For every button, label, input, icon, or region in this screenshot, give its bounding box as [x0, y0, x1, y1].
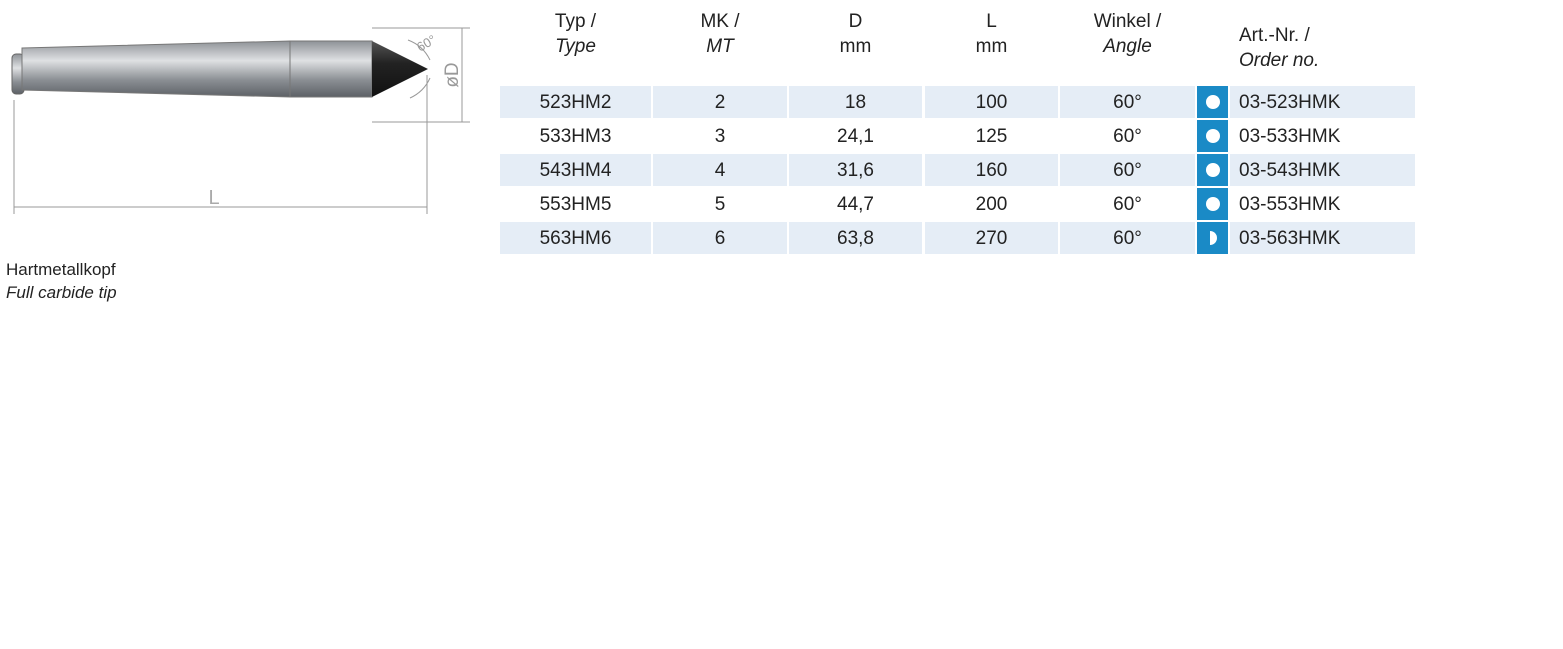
length-label: L	[208, 187, 219, 209]
header-text: mm	[840, 36, 872, 57]
cell-text: 3	[715, 126, 726, 147]
cell-text: 31,6	[837, 160, 874, 181]
header-text: Typ /	[555, 11, 597, 32]
availability-icon	[1206, 197, 1220, 211]
cell-bg	[500, 154, 651, 186]
header-text: MK /	[700, 11, 740, 32]
cell-bg	[1060, 154, 1195, 186]
cell-bg	[500, 222, 651, 254]
cell-text: 60°	[1113, 160, 1142, 181]
cell-bg	[653, 222, 787, 254]
header-text: Art.-Nr. /	[1239, 25, 1310, 46]
cell-text: 60°	[1113, 92, 1142, 113]
cell-text: 4	[715, 160, 726, 181]
header-text: mm	[976, 36, 1008, 57]
cell-text: 44,7	[837, 194, 874, 215]
header-text: MT	[706, 36, 735, 57]
cell-bg	[1060, 188, 1195, 220]
availability-icon	[1210, 231, 1217, 245]
availability-icon	[1206, 95, 1220, 109]
cell-text: 60°	[1113, 126, 1142, 147]
cell-bg	[925, 188, 1058, 220]
cell-text: 03-563HMK	[1239, 228, 1341, 249]
cell-text: 03-553HMK	[1239, 194, 1341, 215]
cell-bg	[500, 120, 651, 152]
cell-bg	[653, 86, 787, 118]
cell-bg	[1060, 86, 1195, 118]
cell-bg	[500, 188, 651, 220]
header-text: Angle	[1102, 36, 1152, 57]
header-text: Type	[555, 36, 596, 57]
header-text: Winkel /	[1094, 11, 1162, 32]
availability-icon	[1206, 129, 1220, 143]
cell-text: 543HM4	[540, 160, 612, 181]
cell-bg	[789, 86, 922, 118]
cell-text: 63,8	[837, 228, 874, 249]
cell-text: 2	[715, 92, 726, 113]
header-text: Order no.	[1239, 50, 1319, 71]
diameter-label: øD	[442, 62, 463, 87]
availability-icon	[1206, 163, 1220, 177]
caption-de: Hartmetallkopf	[6, 260, 116, 279]
cell-text: 200	[976, 194, 1008, 215]
cell-bg	[1230, 120, 1415, 152]
cell-bg	[925, 120, 1058, 152]
tool-drawing: L 60° øD	[11, 27, 470, 214]
cell-text: 523HM2	[540, 92, 612, 113]
cell-text: 270	[976, 228, 1008, 249]
cell-text: 18	[845, 92, 866, 113]
cell-text: 60°	[1113, 194, 1142, 215]
caption-en: Full carbide tip	[6, 283, 117, 302]
cell-bg	[1230, 188, 1415, 220]
cell-text: 563HM6	[540, 228, 612, 249]
cell-text: 03-543HMK	[1239, 160, 1341, 181]
cell-bg	[925, 86, 1058, 118]
cell-text: 160	[976, 160, 1008, 181]
cell-text: 6	[715, 228, 726, 249]
cell-text: 125	[976, 126, 1008, 147]
cell-bg	[789, 222, 922, 254]
cell-bg	[789, 154, 922, 186]
cell-text: 533HM3	[540, 126, 612, 147]
cell-bg	[500, 86, 651, 118]
cell-text: 5	[715, 194, 726, 215]
cell-bg	[653, 154, 787, 186]
cell-bg	[653, 120, 787, 152]
header-text: L	[986, 11, 997, 32]
cell-bg	[925, 222, 1058, 254]
cell-bg	[1230, 154, 1415, 186]
cell-bg	[925, 154, 1058, 186]
cell-bg	[789, 188, 922, 220]
cell-bg	[789, 120, 922, 152]
cell-text: 03-533HMK	[1239, 126, 1341, 147]
cell-text: 24,1	[837, 126, 874, 147]
cell-text: 03-523HMK	[1239, 92, 1341, 113]
cell-text: 60°	[1113, 228, 1142, 249]
cell-bg	[1060, 120, 1195, 152]
cell-bg	[653, 188, 787, 220]
cell-text: 553HM5	[540, 194, 612, 215]
cell-bg	[1230, 86, 1415, 118]
cell-bg	[1230, 222, 1415, 254]
cell-bg	[1060, 222, 1195, 254]
cell-text: 100	[976, 92, 1008, 113]
header-text: D	[849, 11, 863, 32]
